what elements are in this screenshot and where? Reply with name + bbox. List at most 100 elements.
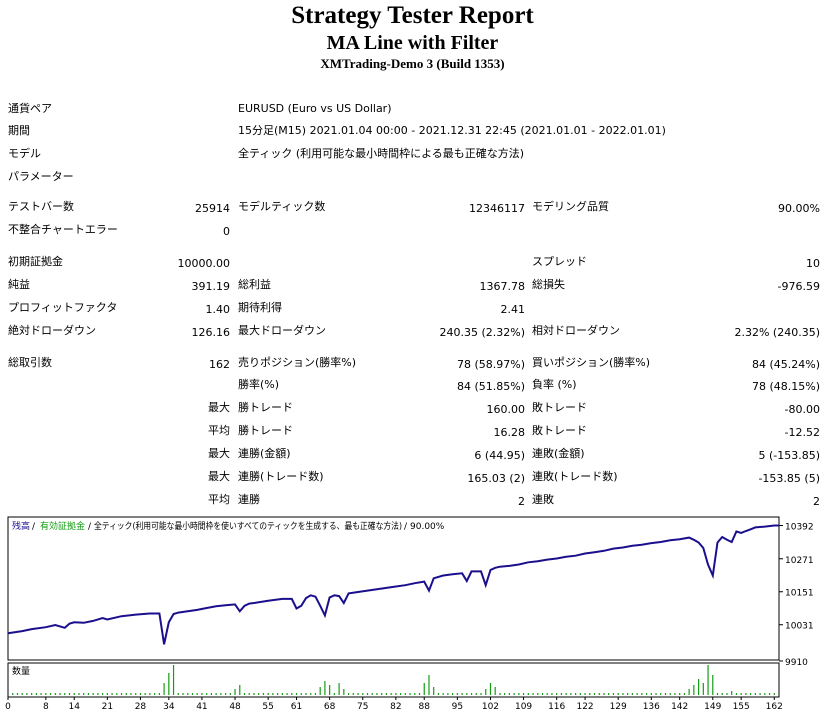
x-tick-label: 82: [390, 702, 401, 712]
win-rate-value: 84 (51.85%): [456, 380, 525, 393]
x-tick-label: 8: [43, 702, 49, 712]
x-tick-label: 61: [291, 702, 302, 712]
max-consec-wins-label: 連勝(金額): [238, 447, 291, 460]
gross-profit-value: 1367.78: [479, 280, 526, 293]
y-tick-label: 10031: [785, 622, 814, 632]
legend-balance: 残高: [12, 520, 30, 532]
loss-rate-value: 78 (48.15%): [751, 380, 820, 393]
max-dd-value: 240.35 (2.32%): [439, 326, 525, 339]
average-label: 平均: [208, 424, 230, 437]
x-tick-label: 0: [5, 702, 11, 712]
profit-factor-value: 1.40: [205, 303, 231, 316]
rel-dd-value: 2.32% (240.35): [734, 326, 820, 339]
model-label: モデル: [8, 147, 41, 160]
short-label: 売りポジション(勝率%): [238, 356, 357, 369]
net-profit-label: 純益: [8, 278, 30, 291]
x-tick-label: 122: [576, 702, 593, 712]
largest-label: 最大: [208, 401, 230, 414]
model-quality-value: 90.00%: [778, 202, 820, 215]
test-bars-value: 25914: [195, 202, 230, 215]
max-consec-label-2: 最大: [208, 470, 230, 483]
initial-deposit-label: 初期証拠金: [8, 255, 63, 268]
max-consec-profit-label: 連勝(トレード数): [238, 470, 324, 483]
model-value: 全ティック (利用可能な最小時間枠による最も正確な方法): [238, 147, 525, 160]
long-value: 84 (45.24%): [751, 358, 820, 371]
x-tick-label: 155: [733, 702, 750, 712]
period-value: 15分足(M15) 2021.01.04 00:00 - 2021.12.31 …: [238, 124, 666, 137]
initial-deposit-value: 10000.00: [177, 257, 231, 270]
max-consec-losses-value: 5 (-153.85): [758, 449, 820, 462]
x-tick-label: 95: [452, 702, 463, 712]
profit-factor-label: プロフィットファクタ: [8, 301, 118, 314]
avg-loss-label: 敗トレード: [532, 424, 587, 437]
period-label: 期間: [8, 124, 30, 137]
total-trades-value: 162: [209, 358, 230, 371]
x-tick-label: 149: [704, 702, 721, 712]
y-tick-label: 10392: [785, 522, 814, 532]
x-tick-label: 34: [163, 702, 175, 712]
long-label: 買いポジション(勝率%): [532, 356, 651, 369]
model-ticks-value: 12346117: [469, 202, 525, 215]
avg-consec-losses-label: 連敗: [532, 493, 554, 506]
win-rate-label: 勝率(%): [238, 378, 280, 391]
y-tick-label: 9910: [785, 658, 808, 668]
legend-model: 全ティック(利用可能な最小時間枠を使いすべてのティックを生成する、最も正確な方法…: [94, 520, 402, 532]
max-consec-losses-label: 連敗(金額): [532, 447, 585, 460]
gross-loss-value: -976.59: [777, 280, 820, 293]
net-profit-value: 391.19: [191, 280, 231, 293]
x-axis: 0 8 14 21 28 34 41 48 55 61 68 75 82 88 95 102 109 116 122…: [5, 697, 783, 712]
spread-label: スプレッド: [532, 255, 587, 268]
max-dd-label: 最大ドローダウン: [238, 324, 326, 337]
total-trades-label: 総取引数: [8, 356, 52, 369]
params-label: パラメーター: [8, 170, 74, 183]
x-tick-label: 48: [229, 702, 241, 712]
short-value: 78 (58.97%): [456, 358, 525, 371]
volume-plot-frame: [7, 662, 780, 698]
largest-win-value: 160.00: [486, 403, 526, 416]
x-tick-label: 129: [610, 702, 627, 712]
x-tick-label: 14: [68, 702, 80, 712]
report-title: Strategy Tester Report: [291, 2, 534, 29]
largest-win-label: 勝トレード: [238, 401, 293, 414]
abs-dd-value: 126.16: [191, 326, 231, 339]
test-bars-label: テストバー数: [8, 200, 74, 213]
x-tick-label: 109: [515, 702, 532, 712]
x-tick-label: 68: [324, 702, 336, 712]
expected-payoff-label: 期待利得: [238, 301, 282, 314]
model-ticks-label: モデルティック数: [238, 200, 326, 213]
legend-sep-3: /: [404, 522, 408, 532]
x-tick-label: 116: [548, 702, 565, 712]
x-tick-label: 88: [419, 702, 431, 712]
legend-quality: 90.00%: [410, 522, 445, 532]
avg-loss-value: -12.52: [784, 426, 820, 439]
equity-line: [7, 524, 779, 645]
mismatch-value: 0: [223, 225, 230, 238]
chart-plot-frame: [7, 516, 780, 661]
max-consec-loss-label: 連敗(トレード数): [532, 470, 618, 483]
rel-dd-label: 相対ドローダウン: [532, 324, 620, 337]
max-consec-loss-value: -153.85 (5): [758, 472, 820, 485]
abs-dd-label: 絶対ドローダウン: [8, 324, 96, 337]
x-tick-label: 102: [482, 702, 499, 712]
largest-loss-label: 敗トレード: [532, 401, 587, 414]
mismatch-label: 不整合チャートエラー: [8, 223, 118, 236]
x-tick-label: 75: [357, 702, 368, 712]
legend-sep-2: /: [88, 522, 92, 532]
avg-consec-wins-value: 2: [518, 495, 525, 508]
server-name: XMTrading-Demo 3 (Build 1353): [320, 56, 505, 71]
max-consec-wins-value: 6 (44.95): [474, 449, 525, 462]
expected-payoff-value: 2.41: [500, 303, 526, 316]
x-tick-label: 41: [196, 702, 207, 712]
legend-sep-1: /: [32, 522, 36, 532]
volume-bars: [12, 665, 775, 695]
gross-loss-label: 総損失: [532, 278, 565, 291]
avg-win-value: 16.28: [493, 426, 526, 439]
x-tick-label: 136: [643, 702, 660, 712]
x-tick-label: 28: [135, 702, 147, 712]
symbol-label: 通貨ペア: [8, 102, 52, 115]
x-tick-label: 142: [671, 702, 688, 712]
loss-rate-label: 負率 (%): [532, 378, 577, 391]
legend-equity: 有効証拠金: [40, 520, 85, 532]
max-consec-profit-value: 165.03 (2): [467, 472, 525, 485]
